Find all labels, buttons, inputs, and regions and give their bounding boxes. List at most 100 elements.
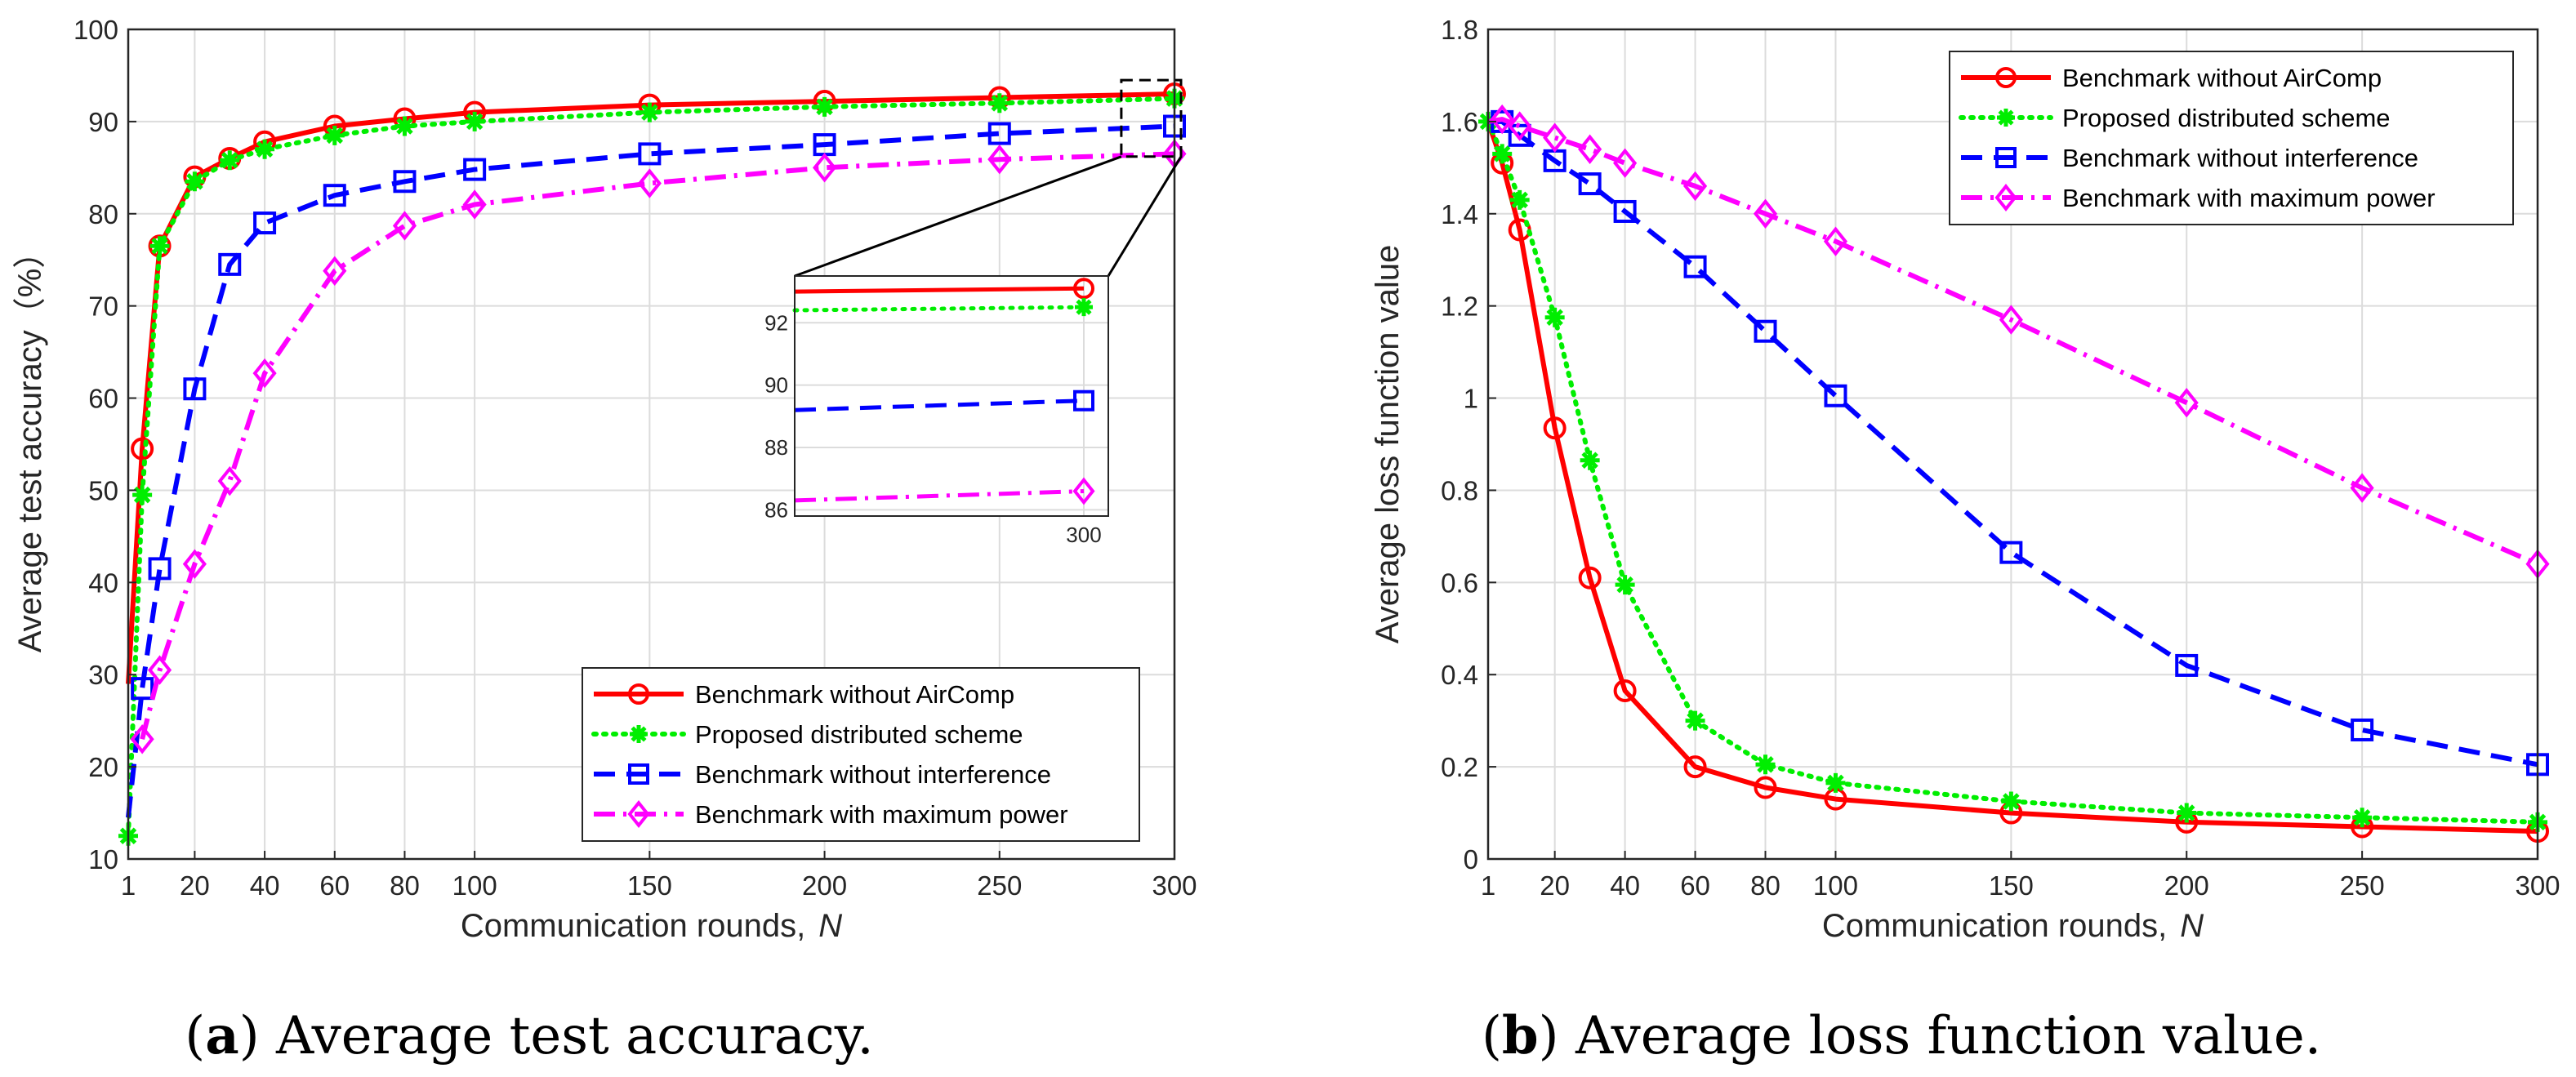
y-axis-label: Average loss function value <box>1370 245 1406 643</box>
caption-a-text: Average test accuracy. <box>260 1006 874 1066</box>
x-tick-label: 80 <box>390 870 420 901</box>
data-point <box>987 144 1012 175</box>
data-point <box>1508 123 1531 147</box>
x-axis-label-var: N <box>2180 908 2204 944</box>
data-point <box>462 189 487 220</box>
legend-marker <box>1994 184 2017 211</box>
inset-x-tick-label: 300 <box>1066 523 1101 547</box>
x-tick-label: 150 <box>627 870 672 901</box>
data-point <box>813 153 837 183</box>
legend-label: Benchmark with maximum power <box>2062 184 2436 212</box>
inset-frame <box>794 275 1109 517</box>
series-line-4 <box>1487 117 2539 567</box>
legend-label: Benchmark without AirComp <box>2062 64 2382 92</box>
x-axis-label-text: Communication rounds, <box>1822 908 2167 944</box>
legend-item-2: Proposed distributed scheme <box>1959 104 2391 132</box>
data-point <box>1613 199 1637 223</box>
legend-marker <box>628 763 649 785</box>
y-tick-label: 10 <box>88 844 118 875</box>
x-axis-label-var: N <box>818 908 842 944</box>
data-point <box>2001 791 2021 812</box>
legend-marker <box>1995 147 2017 168</box>
x-tick-label: 20 <box>180 870 210 901</box>
data-point <box>324 125 345 145</box>
legend-item-3: Benchmark without interference <box>1961 144 2418 172</box>
caption-a-letter: a <box>205 1005 238 1066</box>
x-tick-label: 300 <box>1152 870 1197 901</box>
data-point <box>220 150 240 171</box>
y-tick-label: 70 <box>88 292 118 322</box>
data-point <box>637 168 662 198</box>
data-point <box>2174 387 2199 418</box>
x-axis-label: Communication rounds, N <box>461 908 842 944</box>
y-tick-label: 100 <box>74 15 118 45</box>
data-point <box>1492 144 1513 164</box>
x-tick-label: 60 <box>319 870 350 901</box>
x-tick-label: 1 <box>1481 870 1495 901</box>
caption-a: (a) Average test accuracy. <box>185 1005 874 1066</box>
axes-frame <box>1486 28 2539 861</box>
y-axis-label: Average test accuracy（%） <box>12 236 48 653</box>
x-tick-label: 200 <box>802 870 847 901</box>
y-tick-label: 1.6 <box>1441 107 1478 137</box>
y-tick-label: 1 <box>1464 384 1478 414</box>
caption-b-letter: b <box>1502 1005 1539 1066</box>
inset-y-tick-label: 86 <box>764 497 788 522</box>
data-point <box>1578 134 1602 164</box>
data-point <box>1544 307 1565 327</box>
legend-marker <box>1995 67 2017 88</box>
x-tick-label: 250 <box>2340 870 2385 901</box>
data-point <box>989 93 1009 113</box>
legend-item-1: Benchmark without AirComp <box>594 680 1014 709</box>
legend-item-1: Benchmark without AirComp <box>1961 64 2382 92</box>
data-point <box>255 139 275 159</box>
series-line-3 <box>1488 118 2538 768</box>
data-point <box>217 465 242 496</box>
inset-chart: 86 88 90 92 300 <box>764 275 1109 547</box>
y-tick-label: 0.2 <box>1441 752 1478 782</box>
data-point <box>463 158 487 181</box>
y-tick-label: 90 <box>88 107 118 137</box>
data-point <box>1754 319 1777 343</box>
data-point <box>148 557 172 581</box>
data-point <box>638 142 662 166</box>
inset-data-point <box>1073 389 1094 412</box>
legend-box <box>582 667 1140 842</box>
inset-series-line-1 <box>794 286 1085 294</box>
legend-label: Proposed distributed scheme <box>695 720 1023 749</box>
zoom-connector <box>794 155 1122 278</box>
legend-item-4: Benchmark with maximum power <box>594 800 1068 829</box>
legend-item-4: Benchmark with maximum power <box>1961 184 2436 212</box>
data-point <box>1754 776 1777 799</box>
data-point <box>1824 384 1847 407</box>
data-point <box>1543 122 1567 153</box>
data-point <box>131 437 154 461</box>
data-point <box>183 377 207 401</box>
caption-b: (b) Average loss function value. <box>1482 1005 2321 1066</box>
y-tick-label: 60 <box>88 384 118 414</box>
x-tick-label: 300 <box>2515 870 2560 901</box>
y-tick-label: 40 <box>88 567 118 598</box>
data-point <box>1685 710 1705 731</box>
x-tick-label: 200 <box>2164 870 2209 901</box>
inset-series-line-3 <box>794 398 1085 412</box>
data-point <box>131 677 154 701</box>
inset-series-line-2 <box>792 305 1086 313</box>
inset-data-point <box>1072 477 1095 505</box>
data-point <box>2177 803 2197 823</box>
data-point <box>987 122 1011 145</box>
y-tick-label: 20 <box>88 752 118 782</box>
x-tick-label: 40 <box>250 870 280 901</box>
y-tick-label: 50 <box>88 475 118 505</box>
legend-label: Benchmark without interference <box>2062 144 2418 172</box>
data-point <box>394 116 415 136</box>
inset-data-point <box>1073 278 1094 300</box>
y-tick-label: 30 <box>88 660 118 690</box>
legend-label: Benchmark with maximum power <box>695 800 1068 829</box>
y-tick-label: 1.4 <box>1441 199 1478 229</box>
data-point <box>465 111 485 131</box>
x-axis-label-text: Communication rounds, <box>461 908 805 944</box>
data-point <box>323 184 346 207</box>
data-point <box>2350 473 2374 503</box>
